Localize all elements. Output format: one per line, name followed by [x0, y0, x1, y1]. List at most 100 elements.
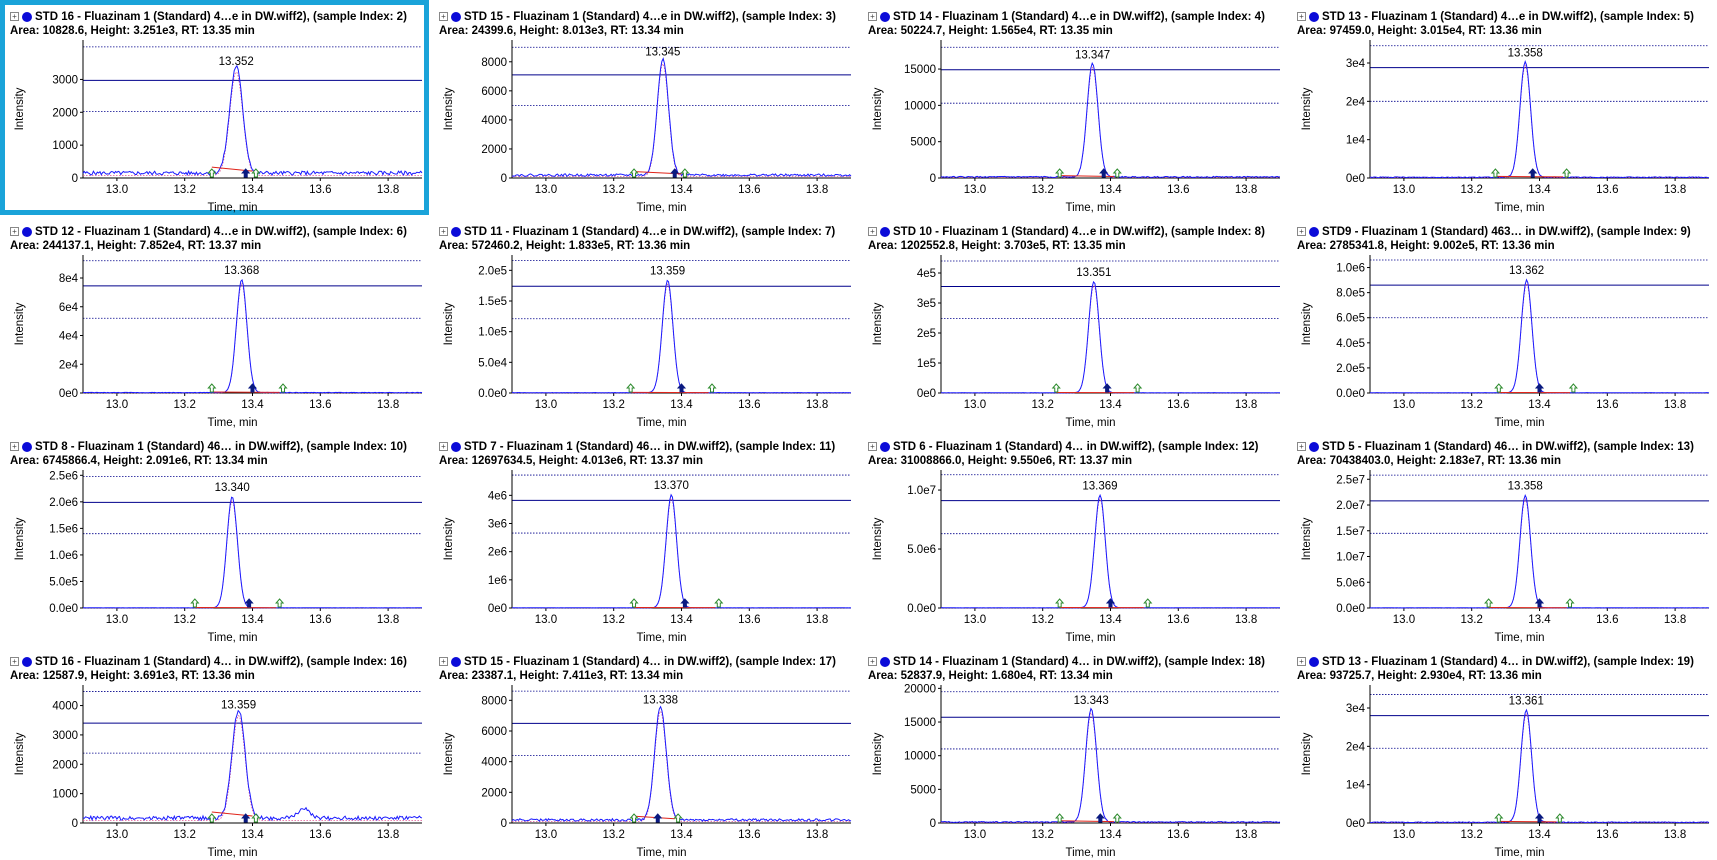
x-tick-label: 13.2: [1032, 614, 1054, 626]
panel-header: + STD 14 - Fluazinam 1 (Standard) 4… in D…: [868, 656, 1286, 683]
smoothed-trace: [512, 64, 851, 177]
y-tick-label: 1.0e7: [1336, 552, 1365, 564]
chromatogram-panel[interactable]: 0 1000 2000 3000 13.0 13.2 13.4 13.6 13.8 Time, m…: [0, 0, 429, 215]
x-tick-label: 13.8: [1664, 829, 1686, 841]
x-tick-label: 13.8: [806, 399, 828, 411]
y-tick-label: 2e6: [488, 547, 507, 559]
plus-box-icon[interactable]: +: [10, 227, 19, 236]
y-tick-label: 0.0e0: [478, 388, 507, 400]
panel-title: STD 13 - Fluazinam 1 (Standard) 4… in DW…: [1322, 656, 1694, 668]
y-tick-label: 6e4: [59, 302, 79, 314]
panel-subtitle: Area: 572460.2, Height: 1.833e5, RT: 13.…: [439, 240, 690, 252]
plus-box-icon[interactable]: +: [10, 657, 19, 666]
y-tick-label: 1e4: [1346, 780, 1366, 792]
y-tick-label: 0e0: [1346, 173, 1365, 185]
chromatogram-panel[interactable]: 0 2000 4000 6000 8000 13.0 13.2 13.4 13.6 13.8 Tim…: [429, 645, 858, 860]
chromatogram-panel[interactable]: 0.0e0 5.0e6 1.0e7 13.0 13.2 13.4 13.6 13.8 Time,…: [858, 430, 1287, 645]
chromatogram-trace: [83, 711, 422, 820]
chromatogram-panel[interactable]: 0.0e0 5.0e5 1.0e6 1.5e6 2.0e6 2.5e6 13.0 13.2 13…: [0, 430, 429, 645]
smoothed-trace: [941, 713, 1280, 823]
x-tick-label: 13.6: [738, 184, 760, 196]
x-tick-label: 13.0: [106, 614, 128, 626]
chromatogram-panel[interactable]: 0.0e0 5.0e6 1.0e7 1.5e7 2.0e7 2.5e7 13.0 13.2 13…: [1287, 430, 1716, 645]
panel-title: STD 10 - Fluazinam 1 (Standard) 4…e in D…: [893, 226, 1265, 238]
y-tick-label: 5.0e4: [478, 357, 507, 369]
plus-box-icon[interactable]: +: [10, 442, 19, 451]
panel-header: + STD 8 - Fluazinam 1 (Standard) 46… in D…: [10, 441, 428, 468]
peak-start-marker-icon: [1056, 599, 1063, 607]
blue-dot-icon: [451, 12, 461, 22]
y-tick-label: 20000: [904, 683, 936, 695]
y-tick-label: 8000: [481, 695, 507, 707]
panel-subtitle: Area: 10828.6, Height: 3.251e3, RT: 13.3…: [10, 25, 255, 37]
plus-box-icon[interactable]: +: [10, 12, 19, 21]
x-tick-label: 13.0: [964, 614, 986, 626]
y-tick-label: 3e6: [488, 519, 507, 531]
chromatogram-trace: [941, 282, 1280, 393]
plus-box-icon[interactable]: +: [868, 657, 877, 666]
smoothed-trace: [512, 711, 851, 821]
x-tick-label: 13.2: [174, 399, 196, 411]
y-axis-label: Intensity: [443, 517, 455, 560]
x-tick-label: 13.4: [1528, 399, 1551, 411]
x-tick-label: 13.4: [241, 184, 264, 196]
plus-box-icon[interactable]: +: [439, 657, 448, 666]
panel-title: STD 16 - Fluazinam 1 (Standard) 4…e in D…: [35, 11, 407, 23]
plus-box-icon[interactable]: +: [1297, 442, 1306, 451]
chromatogram-panel[interactable]: 0e0 1e6 2e6 3e6 4e6 13.0 13.2 13.4 13.6 13.8 Time,…: [429, 430, 858, 645]
y-tick-label: 0e0: [1346, 818, 1365, 830]
chromatogram-panel[interactable]: 0 5000 10000 15000 13.0 13.2 13.4 13.6 13.8 Time,…: [858, 0, 1287, 215]
y-tick-label: 0e0: [917, 388, 936, 400]
y-axis-label: Intensity: [872, 87, 884, 130]
blue-dot-icon: [880, 442, 890, 452]
peak-end-marker-icon: [709, 384, 716, 392]
plus-box-icon[interactable]: +: [439, 442, 448, 451]
x-tick-label: 13.8: [806, 184, 828, 196]
chromatogram-panel[interactable]: 0e0 1e4 2e4 3e4 13.0 13.2 13.4 13.6 13.8 Time, mi…: [1287, 645, 1716, 860]
plus-box-icon[interactable]: +: [868, 227, 877, 236]
chromatogram-panel[interactable]: 0 1000 2000 3000 4000 13.0 13.2 13.4 13.6 13.8 Tim…: [0, 645, 429, 860]
chromatogram-panel[interactable]: 0 5000 10000 15000 20000 13.0 13.2 13.4 13.6 13.8…: [858, 645, 1287, 860]
y-axis-label: Intensity: [872, 302, 884, 345]
plus-box-icon[interactable]: +: [868, 442, 877, 451]
peak-start-marker-icon: [1492, 169, 1499, 177]
x-tick-label: 13.4: [1099, 184, 1122, 196]
y-tick-label: 0: [501, 818, 507, 830]
chromatogram-trace: [941, 495, 1280, 608]
chromatogram-panel[interactable]: 0 2000 4000 6000 8000 13.0 13.2 13.4 13.6 13.8 Tim…: [429, 0, 858, 215]
plus-box-icon[interactable]: +: [439, 12, 448, 21]
plus-box-icon[interactable]: +: [1297, 227, 1306, 236]
x-tick-label: 13.6: [1596, 829, 1618, 841]
plus-box-icon[interactable]: +: [1297, 657, 1306, 666]
y-tick-label: 4000: [481, 115, 507, 127]
x-tick-label: 13.0: [1393, 184, 1415, 196]
plus-box-icon[interactable]: +: [868, 12, 877, 21]
panel-subtitle: Area: 6745866.4, Height: 2.091e6, RT: 13…: [10, 455, 268, 467]
integration-baseline: [1499, 821, 1557, 822]
y-tick-label: 3e4: [1346, 58, 1366, 70]
chromatogram-panel[interactable]: 0.0e0 5.0e4 1.0e5 1.5e5 2.0e5 13.0 13.2 13.4 13.…: [429, 215, 858, 430]
smoothed-trace: [1370, 499, 1709, 608]
plus-box-icon[interactable]: +: [1297, 12, 1306, 21]
y-tick-label: 2e4: [1346, 741, 1366, 753]
chromatogram-panel[interactable]: 0e0 2e4 4e4 6e4 8e4 13.0 13.2 13.4 13.6 13.8 Time,…: [0, 215, 429, 430]
y-axis-label: Intensity: [14, 87, 26, 130]
x-tick-label: 13.6: [1167, 399, 1189, 411]
peak-apex-marker-icon: [249, 384, 256, 392]
smoothed-trace: [941, 285, 1280, 393]
chromatogram-panel[interactable]: 0e0 1e4 2e4 3e4 13.0 13.2 13.4 13.6 13.8 Time, mi…: [1287, 0, 1716, 215]
chromatogram-panel[interactable]: 0e0 1e5 2e5 3e5 4e5 13.0 13.2 13.4 13.6 13.8 Time,…: [858, 215, 1287, 430]
y-tick-label: 1e6: [488, 575, 507, 587]
y-tick-label: 4e4: [59, 331, 79, 343]
peak-end-marker-icon: [280, 384, 287, 392]
panel-title: STD 7 - Fluazinam 1 (Standard) 46… in DW…: [464, 441, 835, 453]
plus-box-icon[interactable]: +: [439, 227, 448, 236]
panel-header: + STD 15 - Fluazinam 1 (Standard) 4… in D…: [439, 656, 857, 683]
blue-dot-icon: [880, 12, 890, 22]
chromatogram-trace: [512, 495, 851, 608]
chromatogram-panel[interactable]: 0.0e0 2.0e5 4.0e5 6.0e5 8.0e5 1.0e6 13.0 13.2 13…: [1287, 215, 1716, 430]
x-axis-label: Time, min: [207, 202, 257, 214]
x-tick-label: 13.0: [106, 184, 128, 196]
peak-start-marker-icon: [208, 384, 215, 392]
chromatogram-trace: [512, 281, 851, 393]
